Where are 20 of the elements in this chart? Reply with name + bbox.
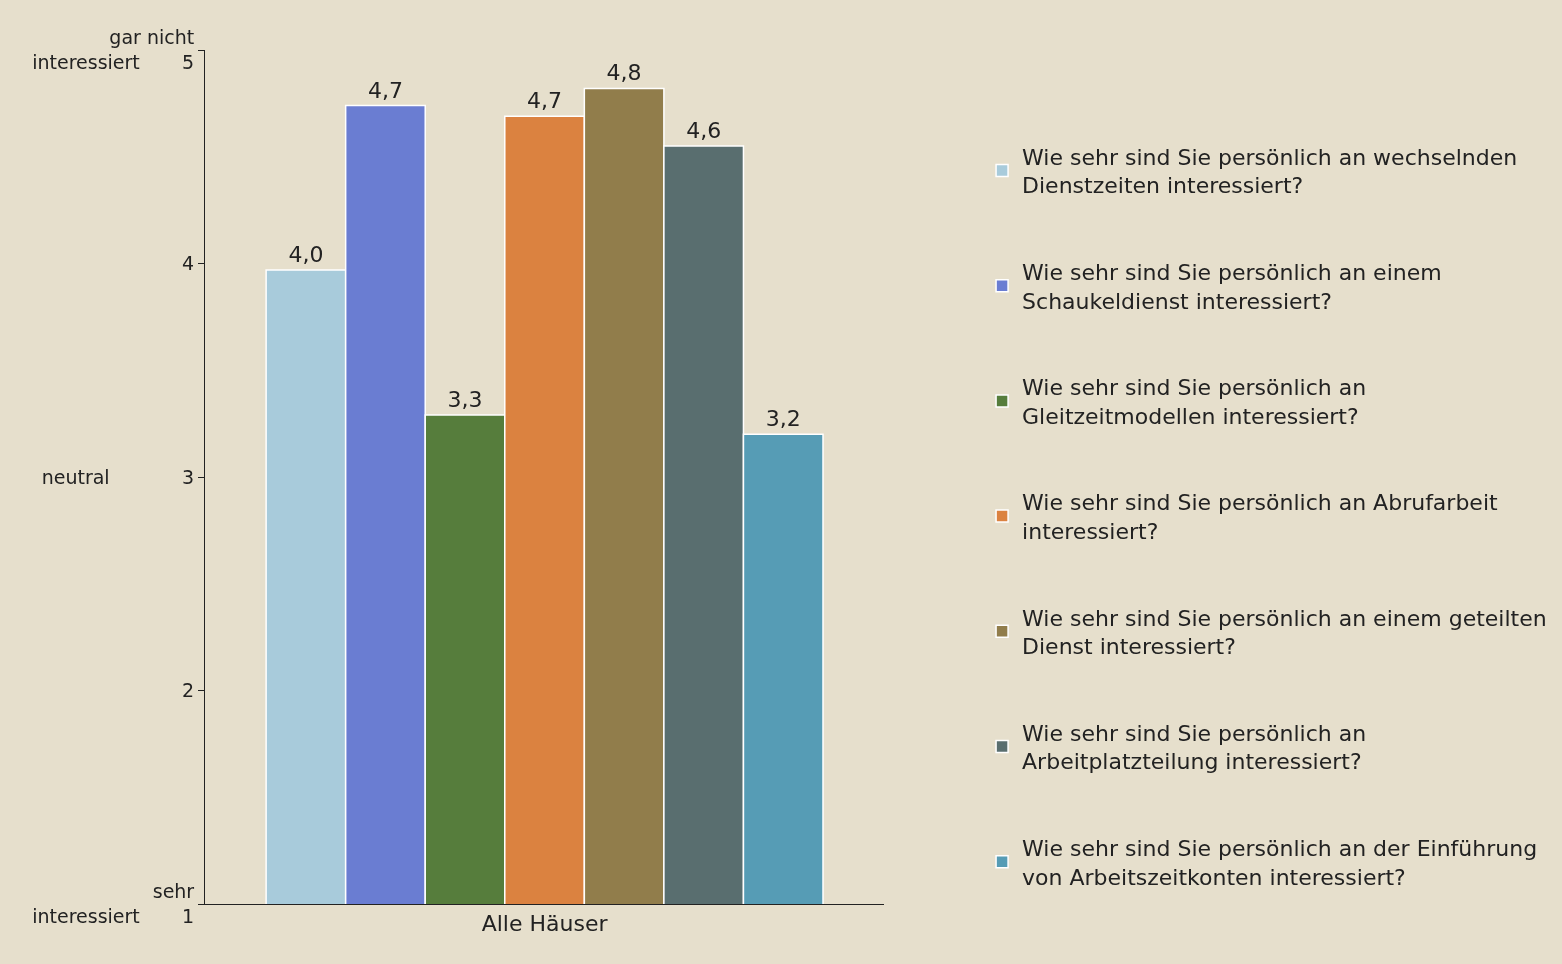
legend-label: Wie sehr sind Sie persönlich an Gleitzeitmodellen interessiert? [1022,375,1367,429]
data-label: 4,8 [606,60,642,86]
data-label: 4,0 [288,241,324,267]
data-label: 3,2 [765,406,801,432]
y-tick-label: 4 [182,252,195,275]
y-tick-label: gar nicht interessiert 5 [32,26,195,73]
y-tick-label: sehr interessiert 1 [32,880,195,927]
legend-label: Wie sehr sind Sie persönlich an wechselnden Dienstzeiten interessiert? [1022,144,1518,199]
legend-label: Wie sehr sind Sie persönlich an Arbeitplatzteilung interessiert? [1022,720,1367,775]
x-tick-label: Alle Häuser [481,911,609,937]
data-label: 3,3 [447,387,483,413]
legend-label: Wie sehr sind Sie persönlich an einem Schaukeldienst interessiert? [1022,259,1442,314]
y-tick-label: neutral 3 [41,465,195,488]
legend-label: Wie sehr sind Sie persönlich an Abrufarbeit interessiert? [1022,490,1499,544]
data-label: 4,7 [527,88,563,114]
y-tick-label: 2 [182,679,195,702]
legend-label: Wie sehr sind Sie persönlich an der Einführung von Arbeitszeitkonten interessiert? [1022,835,1538,890]
legend-label: Wie sehr sind Sie persönlich an einem geteilten Dienst interessiert? [1022,605,1547,660]
data-label: 4,6 [686,118,722,144]
data-label: 4,7 [367,77,403,103]
